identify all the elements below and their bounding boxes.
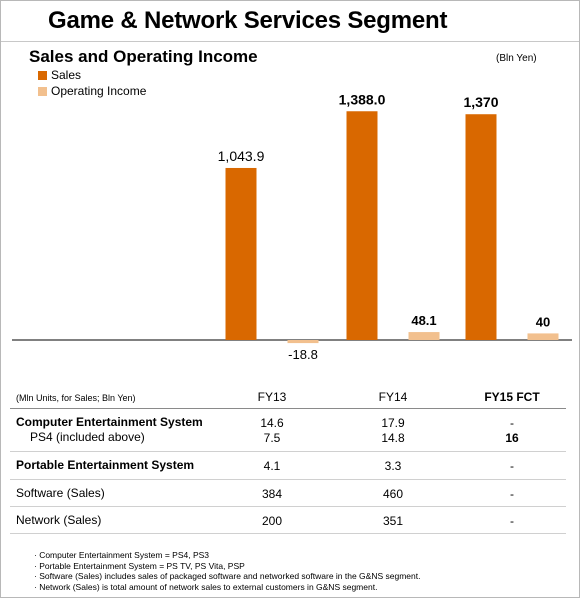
table-rule: [10, 408, 566, 409]
table-rule: [10, 479, 566, 480]
row-label-portable-entertainment: Portable Entertainment System: [16, 458, 195, 472]
legend-item-sales: Sales: [38, 67, 146, 83]
table-rule: [10, 451, 566, 452]
bar-sales: [465, 114, 497, 340]
data-label-sales: 1,388.0: [339, 91, 386, 107]
table-rule: [10, 533, 566, 534]
table-cell: -: [510, 487, 514, 501]
segment-title: Game & Network Services Segment: [48, 7, 448, 34]
row-label-ps4: PS4 (included above): [30, 430, 145, 444]
bar-operating-income: [527, 333, 559, 340]
unit-label: (Bln Yen): [496, 53, 537, 64]
bar-chart: 1,043.9 1,388.0 1,370 -18.8 48.1 40: [12, 91, 572, 362]
table-cell: -: [510, 416, 514, 430]
legend-swatch-operating-income: [38, 86, 47, 96]
row-label-software: Software (Sales): [16, 486, 105, 500]
table-cell: 17.9: [381, 416, 405, 430]
table-unit-note: (Mln Units, for Sales; Bln Yen): [16, 393, 136, 403]
chart-title: Sales and Operating Income: [29, 47, 258, 66]
legend-swatch-sales: [38, 70, 47, 80]
table-cell: 3.3: [384, 459, 402, 473]
data-label-sales: 1,043.9: [218, 148, 265, 164]
table-cell: -: [510, 459, 514, 473]
table-cell: 460: [382, 487, 404, 501]
legend-label-operating-income: Operating Income: [51, 84, 147, 98]
footnote: · Computer Entertainment System = PS4, P…: [34, 550, 210, 560]
table-cell: 384: [261, 487, 283, 501]
footnote: · Portable Entertainment System = PS TV,…: [34, 560, 245, 571]
data-label-operating-income: -18.8: [288, 347, 318, 362]
bar-sales: [225, 167, 257, 340]
data-label-operating-income: 40: [536, 314, 550, 329]
bar-sales: [346, 111, 378, 340]
footnote: · Software (Sales) includes sales of pac…: [34, 571, 421, 581]
column-header-fy14: FY14: [378, 390, 408, 404]
row-label-network: Network (Sales): [16, 513, 102, 527]
table-rule: [10, 506, 566, 507]
data-label-sales: 1,370: [463, 94, 498, 110]
footnote: · Network (Sales) is total amount of net…: [34, 581, 378, 592]
table-cell: 14.6: [260, 416, 284, 430]
table-cell: 7.5: [263, 431, 281, 445]
table-cell: 14.8: [381, 431, 405, 445]
bar-operating-income: [408, 332, 440, 340]
column-header-fy13: FY13: [257, 390, 287, 404]
legend-label-sales: Sales: [51, 68, 82, 82]
table-cell: 4.1: [263, 459, 281, 473]
table-cell: 16: [505, 431, 519, 445]
table-cell: 351: [382, 514, 404, 528]
title-bar: Game & Network Services Segment: [1, 1, 579, 42]
row-label-computer-entertainment: Computer Entertainment System: [16, 415, 203, 429]
bar-operating-income: [287, 340, 319, 344]
table-cell: -: [510, 514, 514, 528]
column-header-fy15: FY15 FCT: [484, 390, 540, 404]
table-cell: 200: [261, 514, 283, 528]
chart-legend: Sales Operating Income: [38, 67, 146, 99]
data-label-operating-income: 48.1: [411, 313, 436, 328]
legend-item-operating-income: Operating Income: [38, 83, 146, 99]
footnotes: · Computer Entertainment System = PS4, P…: [34, 550, 420, 592]
